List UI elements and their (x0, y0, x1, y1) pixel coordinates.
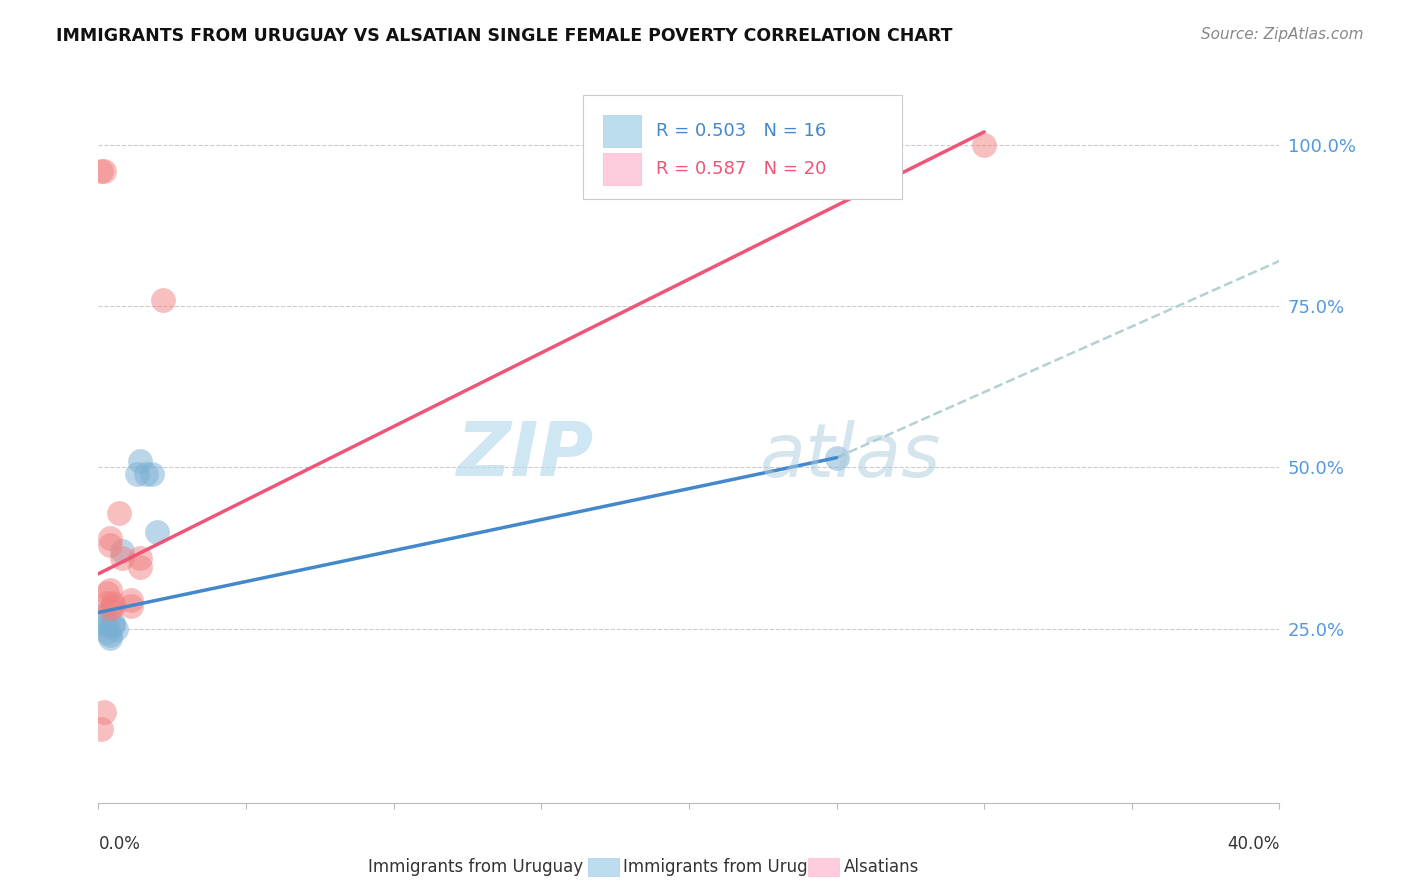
Point (135, 467, 157, 481)
Point (128, 454, 150, 468)
Text: 40.0%: 40.0% (1227, 835, 1279, 854)
FancyBboxPatch shape (603, 114, 641, 147)
Point (125, 467, 148, 481)
Point (96, 624, 118, 639)
Text: Alsatians: Alsatians (844, 858, 920, 876)
Point (93, 706, 115, 720)
Text: IMMIGRANTS FROM URUGUAY VS ALSATIAN SINGLE FEMALE POVERTY CORRELATION CHART: IMMIGRANTS FROM URUGUAY VS ALSATIAN SING… (56, 27, 953, 45)
Point (103, 618, 125, 632)
Text: ZIP: ZIP (457, 419, 595, 492)
Point (98, 632, 121, 646)
Point (98, 628, 121, 642)
Point (105, 622, 128, 636)
Point (90, 608, 112, 623)
Point (98, 538, 121, 552)
Point (103, 599, 125, 613)
Point (108, 506, 131, 520)
FancyBboxPatch shape (582, 95, 901, 200)
Text: Immigrants from Uruguay: Immigrants from Uruguay (623, 858, 838, 876)
Text: R = 0.503   N = 16: R = 0.503 N = 16 (655, 122, 827, 140)
Point (146, 524, 169, 539)
Text: R = 0.587   N = 20: R = 0.587 N = 20 (655, 161, 827, 178)
Point (98, 602, 121, 616)
Point (103, 596, 125, 610)
Point (128, 560, 150, 574)
Point (111, 544, 134, 558)
Point (120, 599, 142, 613)
Text: Source: ZipAtlas.com: Source: ZipAtlas.com (1201, 27, 1364, 42)
Point (152, 293, 174, 307)
Point (96, 586, 118, 600)
Text: atlas: atlas (759, 420, 941, 492)
Point (93, 615, 115, 630)
Point (128, 550, 150, 565)
Point (973, 137, 995, 152)
Point (98, 531, 121, 545)
Point (825, 450, 848, 465)
Point (111, 550, 134, 565)
Point (90, 722, 112, 736)
Point (103, 616, 125, 631)
Point (96, 618, 118, 632)
Text: Immigrants from Uruguay: Immigrants from Uruguay (368, 858, 583, 876)
Point (93, 163, 115, 178)
Point (98, 582, 121, 597)
Point (120, 592, 142, 607)
Point (90, 163, 112, 178)
Point (96, 596, 118, 610)
Text: 0.0%: 0.0% (98, 835, 141, 854)
Point (141, 467, 163, 481)
FancyBboxPatch shape (603, 153, 641, 186)
